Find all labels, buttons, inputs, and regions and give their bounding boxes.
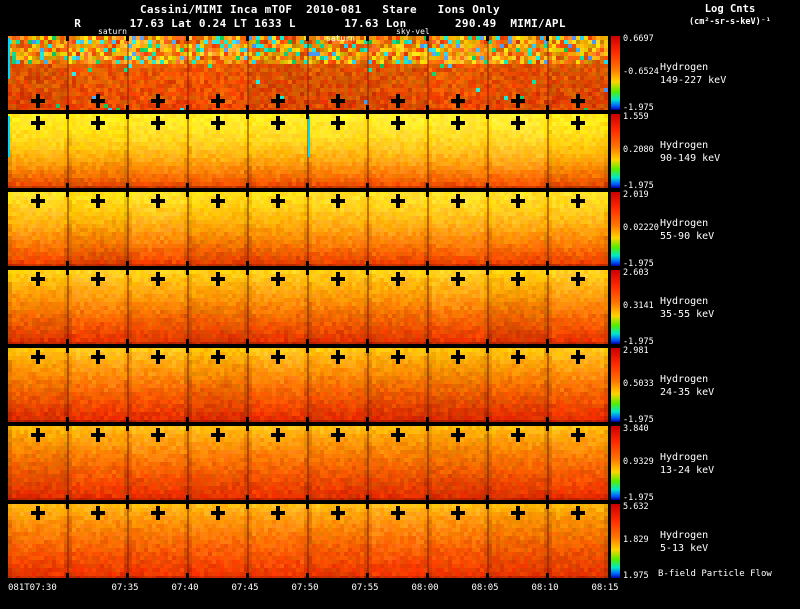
time-axis-label: 07:40 <box>171 583 199 593</box>
colorbar-mid-label: 0.3141 <box>623 301 654 311</box>
energy-band-row: 0.6697 -0.6524 -1.975 Hydrogen 149-227 k… <box>0 34 800 113</box>
colorbar <box>611 504 620 578</box>
colorbar-min-label: -1.975 <box>623 259 654 269</box>
colorbar-max-label: 0.6697 <box>623 34 654 44</box>
colorbar-max-label: 2.019 <box>623 190 649 200</box>
time-axis-label: 08:10 <box>531 583 559 593</box>
energy-band-row: 2.603 0.3141 -1.975 Hydrogen 35-55 keV <box>0 268 800 347</box>
colorbar-max-label: 5.632 <box>623 502 649 512</box>
colorbar-min-label: -1.975 <box>623 415 654 425</box>
heatmap-panel <box>8 348 608 422</box>
colorbar-mid-label: 0.02220 <box>623 223 659 233</box>
energy-band-row: 2.019 0.02220 -1.975 Hydrogen 55-90 keV <box>0 190 800 269</box>
page-title: Cassini/MIMI Inca mTOF 2010-081 Stare Io… <box>140 3 500 16</box>
time-axis-label: 07:45 <box>231 583 259 593</box>
heatmap-panel <box>8 114 608 188</box>
colorbar <box>611 348 620 422</box>
energy-range-label: 24-35 keV <box>660 387 715 398</box>
species-label: Hydrogen <box>660 140 709 151</box>
colorbar <box>611 270 620 344</box>
colorbar-mid-label: 0.2080 <box>623 145 654 155</box>
colorbar-mid-label: 1.829 <box>623 535 649 545</box>
species-label: Hydrogen <box>660 374 709 385</box>
heatmap-panel <box>8 36 608 110</box>
energy-band-label: Hydrogen 90-149 keV <box>660 139 720 165</box>
time-axis-label: 081T07:30 <box>8 583 57 593</box>
colorbar <box>611 114 620 188</box>
species-label: Hydrogen <box>660 452 709 463</box>
colorbar-mid-label: -0.6524 <box>623 67 659 77</box>
colorbar <box>611 426 620 500</box>
overlay-annotation: saturn <box>98 27 127 36</box>
colorbar-units-legend: Log Cnts (cm²-sr-s-keV)⁻¹ <box>662 3 798 27</box>
colorbar <box>611 192 620 266</box>
energy-range-label: 55-90 keV <box>660 231 715 242</box>
colorbar-mid-label: 0.9329 <box>623 457 654 467</box>
species-label: Hydrogen <box>660 296 709 307</box>
colorbar-max-label: 2.603 <box>623 268 649 278</box>
bfield-particle-flow-label: B-field Particle Flow <box>658 569 772 579</box>
energy-band-label: Hydrogen 35-55 keV <box>660 295 714 321</box>
time-axis-label: 07:35 <box>111 583 139 593</box>
energy-band-label: Hydrogen 149-227 keV <box>660 61 726 87</box>
overlay-annotation: sky-vel <box>396 27 430 36</box>
colorbar-mid-label: 0.5033 <box>623 379 654 389</box>
energy-range-label: 13-24 keV <box>660 465 715 476</box>
colorbar-min-label: -1.975 <box>623 103 654 113</box>
energy-band-row: 3.840 0.9329 -1.975 Hydrogen 13-24 keV <box>0 424 800 503</box>
energy-band-label: Hydrogen 55-90 keV <box>660 217 714 243</box>
heatmap-panel <box>8 426 608 500</box>
overlay-annotation: saturn <box>326 34 355 43</box>
colorbar-min-label: -1.975 <box>623 337 654 347</box>
legend-units: (cm²-sr-s-keV)⁻¹ <box>689 17 771 27</box>
energy-band-label: Hydrogen 5-13 keV <box>660 529 708 555</box>
legend-log-counts: Log Cnts <box>704 3 756 15</box>
species-label: Hydrogen <box>660 218 709 229</box>
ephemeris-line: R 17.63 Lat 0.24 LT 1633 L 17.63 Lon 290… <box>74 17 566 30</box>
energy-band-row: 2.981 0.5033 -1.975 Hydrogen 24-35 keV <box>0 346 800 425</box>
species-label: Hydrogen <box>660 530 709 541</box>
energy-range-label: 149-227 keV <box>660 75 727 86</box>
time-axis-label: 07:50 <box>291 583 319 593</box>
energy-range-label: 90-149 keV <box>660 153 721 164</box>
colorbar <box>611 36 620 110</box>
colorbar-min-label: -1.975 <box>623 493 654 503</box>
heatmap-panel <box>8 192 608 266</box>
energy-band-label: Hydrogen 24-35 keV <box>660 373 714 399</box>
energy-band-label: Hydrogen 13-24 keV <box>660 451 714 477</box>
heatmap-panel <box>8 270 608 344</box>
energy-band-row: 5.632 1.829 1.975 Hydrogen 5-13 keV <box>0 502 800 581</box>
time-axis-label: 07:55 <box>351 583 379 593</box>
time-axis-label: 08:15 <box>591 583 619 593</box>
species-label: Hydrogen <box>660 62 709 73</box>
energy-range-label: 5-13 keV <box>660 543 709 554</box>
heatmap-panel <box>8 504 608 578</box>
colorbar-max-label: 1.559 <box>623 112 649 122</box>
colorbar-max-label: 3.840 <box>623 424 649 434</box>
energy-range-label: 35-55 keV <box>660 309 715 320</box>
energy-band-row: 1.559 0.2080 -1.975 Hydrogen 90-149 keV <box>0 112 800 191</box>
time-axis-label: 08:05 <box>471 583 499 593</box>
time-axis-label: 08:00 <box>411 583 439 593</box>
colorbar-max-label: 2.981 <box>623 346 649 356</box>
colorbar-min-label: 1.975 <box>623 571 649 581</box>
colorbar-min-label: -1.975 <box>623 181 654 191</box>
